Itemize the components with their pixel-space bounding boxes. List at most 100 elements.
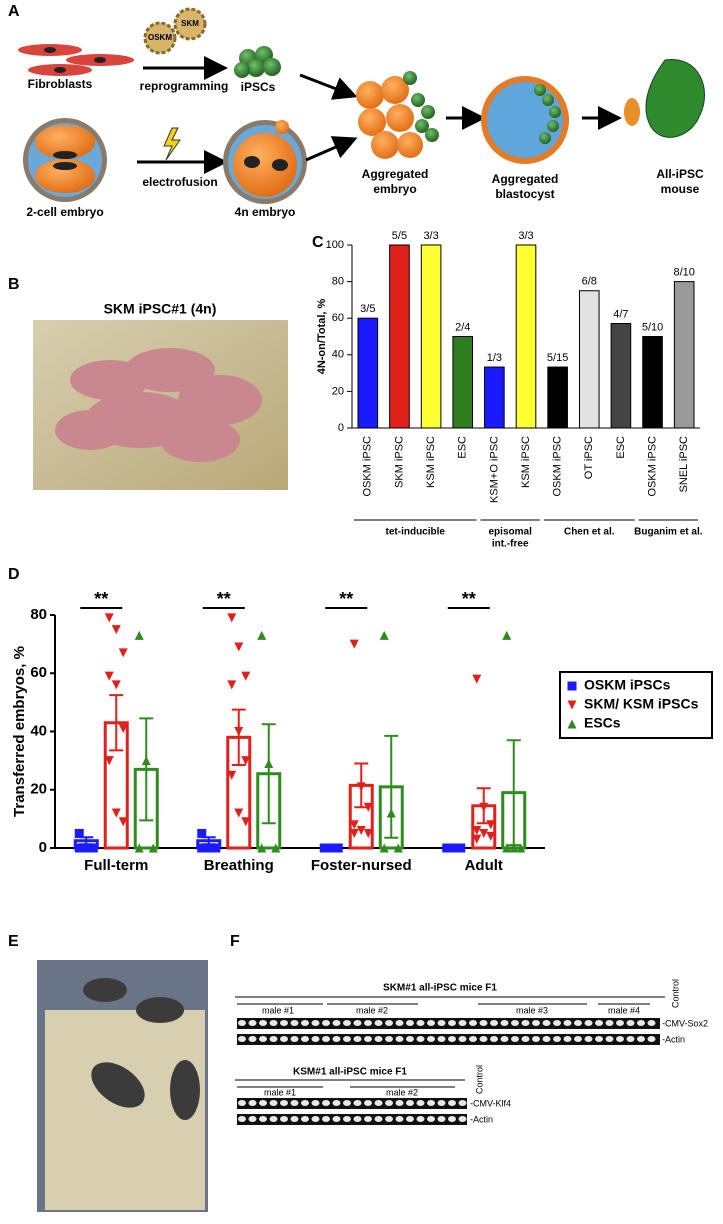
band-label: -CMV-Sox2 <box>662 1018 708 1028</box>
data-point <box>486 820 496 830</box>
gel-band <box>500 1020 509 1026</box>
gel-band <box>395 1020 404 1026</box>
gel-band <box>427 1020 435 1026</box>
x-tick-label: OT iPSC <box>583 436 595 479</box>
data-point <box>356 782 366 792</box>
gel-band <box>280 1116 288 1122</box>
gel-band <box>259 1100 267 1106</box>
gel-band <box>406 1020 414 1026</box>
gel-band <box>542 1020 551 1026</box>
gel-band <box>322 1036 330 1042</box>
gel-band <box>311 1020 320 1026</box>
gel-band <box>469 1020 477 1026</box>
data-point <box>111 808 121 818</box>
data-point <box>379 843 389 853</box>
data-point <box>227 613 237 623</box>
x-tick-label: Adult <box>465 857 503 874</box>
gel-band <box>416 1020 425 1026</box>
data-point <box>118 817 128 827</box>
error-bar <box>139 717 154 822</box>
legend-label: ESCs <box>584 715 621 731</box>
panel-label: D <box>8 566 20 583</box>
value-label: 1/3 <box>487 352 502 364</box>
panel-label: E <box>8 933 19 950</box>
gel-band <box>605 1020 614 1026</box>
value-label: 2/4 <box>455 321 470 333</box>
gel-band <box>521 1020 530 1026</box>
gel-band <box>511 1020 519 1026</box>
gel-band <box>553 1020 561 1026</box>
gel-band <box>353 1116 362 1122</box>
photo <box>33 320 288 490</box>
gel-band <box>248 1100 257 1106</box>
x-tick-label: Full-term <box>84 857 148 874</box>
y-tick-label: 20 <box>332 385 344 397</box>
photo-title: SKM iPSC#1 (4n) <box>104 301 217 317</box>
gel-band <box>532 1036 540 1042</box>
gel-band <box>626 1020 635 1026</box>
gel-band <box>458 1036 467 1042</box>
bar <box>389 244 410 429</box>
gel-band <box>458 1020 467 1026</box>
bar <box>642 336 663 429</box>
data-point <box>472 674 482 684</box>
group-label: tet-inducible <box>386 527 446 538</box>
value-label: 3/3 <box>518 230 533 242</box>
gel-band <box>458 1116 467 1122</box>
lane-label: male #1 <box>262 1005 294 1015</box>
gel-band <box>490 1036 498 1042</box>
gel-band <box>563 1036 572 1042</box>
gel-band <box>238 1116 246 1122</box>
value-label: 3/3 <box>423 230 438 242</box>
gel-band <box>437 1036 446 1042</box>
data-point <box>118 724 128 734</box>
y-tick-label: 0 <box>338 422 344 434</box>
data-point <box>241 756 251 766</box>
gel-band <box>385 1100 393 1106</box>
lane-label: male #2 <box>356 1005 388 1015</box>
diagram: Fibroblasts reprogramming OSKM SKM iPSCs… <box>18 7 705 219</box>
gel-band <box>448 1020 456 1026</box>
annotation: ** <box>94 589 108 609</box>
y-tick-label: 40 <box>332 349 344 361</box>
gel-band <box>437 1100 446 1106</box>
band-label: -Actin <box>470 1114 493 1124</box>
x-tick-label: KSM+O iPSC <box>488 436 500 503</box>
gel-band <box>647 1036 656 1042</box>
gel-band <box>584 1020 593 1026</box>
value-label: 5/10 <box>642 321 663 333</box>
gel-band <box>437 1116 446 1122</box>
label: iPSCs <box>241 80 276 94</box>
data-point <box>88 843 98 853</box>
gel-band <box>595 1036 603 1042</box>
panel-label: A <box>8 3 20 20</box>
y-tick-label: 0 <box>39 839 47 856</box>
x-tick-label: Foster-nursed <box>311 857 412 874</box>
data-point <box>393 843 403 853</box>
data-point <box>257 843 267 853</box>
data-point <box>456 843 466 853</box>
legend-marker <box>567 719 577 729</box>
data-point <box>363 828 373 838</box>
gel-band <box>364 1036 372 1042</box>
data-point <box>118 648 128 658</box>
data-point <box>449 843 459 853</box>
gel-band <box>248 1036 257 1042</box>
data-point <box>319 843 329 853</box>
gel-band <box>332 1020 341 1026</box>
gel-band <box>248 1020 257 1026</box>
gel-band <box>553 1036 561 1042</box>
gel-band <box>269 1020 278 1026</box>
label: embryo <box>373 182 416 196</box>
gel-band <box>574 1036 582 1042</box>
data-point <box>363 802 373 812</box>
gel-band <box>416 1036 425 1042</box>
gel-band <box>500 1036 509 1042</box>
data-point <box>197 828 207 838</box>
gel-band <box>311 1116 320 1122</box>
bar <box>578 290 600 429</box>
gel-band <box>259 1036 267 1042</box>
gel-band <box>406 1116 414 1122</box>
y-tick-label: 80 <box>30 606 47 623</box>
